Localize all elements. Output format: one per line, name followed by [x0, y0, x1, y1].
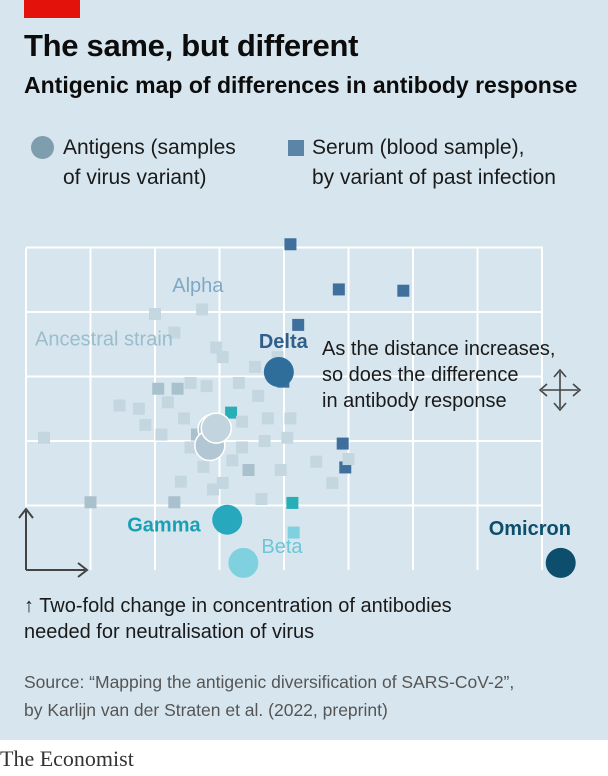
serum-point — [236, 441, 249, 454]
source-line: by Karlijn van der Straten et al. (2022,… — [24, 700, 388, 720]
legend-serum-label-line: by variant of past infection — [312, 166, 556, 189]
serum-point — [342, 453, 355, 466]
serum-point — [216, 351, 229, 364]
serum-point — [255, 493, 268, 506]
serum-point — [236, 415, 249, 428]
antigen-points — [194, 356, 576, 578]
serum-point — [168, 326, 181, 339]
serum-point — [397, 284, 410, 297]
antigen-point — [263, 356, 294, 387]
serum-point — [38, 431, 51, 444]
antigenic-map: Delta Gamma Beta Omicron Ancestral strain Alp… — [18, 238, 582, 578]
four-way-arrow-icon — [538, 368, 582, 412]
serum-point — [161, 396, 174, 409]
serum-point — [196, 303, 209, 316]
serum-point — [139, 418, 152, 431]
serum-point — [258, 435, 271, 447]
serum-point — [210, 341, 223, 354]
scale-note-line: needed for neutralisation of virus — [24, 621, 315, 643]
antigen-point — [200, 412, 233, 444]
antigen-point — [545, 547, 576, 578]
serum-point — [155, 428, 168, 441]
legend-antigen-label-line: Antigens (samples — [63, 136, 236, 159]
variant-label: Beta — [261, 536, 303, 558]
right-arrowhead-icon — [77, 562, 89, 578]
serum-point — [149, 307, 161, 320]
serum-point — [292, 318, 305, 331]
antigen-point — [228, 547, 259, 578]
serum-point — [184, 441, 197, 454]
serum-point — [232, 376, 245, 389]
serum-point — [184, 376, 197, 389]
serum-point — [168, 496, 181, 509]
variant-labels: Delta Gamma Beta Omicron Ancestral strain Alp… — [35, 275, 571, 558]
serum-point — [286, 496, 299, 509]
variant-label: Gamma — [127, 515, 201, 537]
source-note: Source: “Mapping the antigenic diversifi… — [24, 668, 514, 724]
serum-point — [226, 454, 239, 467]
serum-point — [261, 412, 274, 425]
legend-serum-square-icon — [288, 140, 304, 156]
scale-note: ↑ Two-fold change in concentration of an… — [24, 593, 452, 645]
serum-point — [252, 389, 265, 402]
serum-point — [287, 526, 300, 539]
chart-subtitle: Antigenic map of differences in antibody… — [24, 72, 578, 98]
serum-point — [132, 402, 145, 415]
serum-point — [284, 238, 297, 251]
variant-label: Alpha — [172, 275, 224, 297]
legend-serum-label: Serum (blood sample), by variant of past… — [312, 133, 602, 193]
serum-point — [310, 455, 323, 468]
serum-point — [113, 399, 126, 412]
legend-antigen-label-line: of virus variant) — [63, 166, 207, 189]
serum-point — [84, 496, 97, 509]
brand-red-tag — [24, 0, 80, 18]
chart-panel — [0, 0, 608, 740]
variant-label: Omicron — [489, 518, 571, 540]
distance-annotation-line: so does the difference — [322, 364, 519, 386]
distance-annotation-line: in antibody response — [322, 390, 507, 412]
up-arrowhead-icon — [18, 507, 34, 519]
serum-point — [225, 406, 238, 419]
serum-points — [38, 238, 410, 539]
serum-point — [332, 283, 345, 296]
serum-point — [216, 476, 229, 489]
serum-point — [248, 360, 261, 373]
scale-note-line: ↑ Two-fold change in concentration of an… — [24, 595, 452, 617]
legend-antigen-circle-icon — [31, 136, 54, 159]
distance-annotation-line: As the distance increases, — [322, 338, 556, 360]
legend-serum-label-line: Serum (blood sample), — [312, 136, 525, 159]
legend-antigen-label: Antigens (samples of virus variant) — [63, 133, 263, 193]
antigen-point — [212, 504, 243, 535]
serum-point — [284, 412, 297, 425]
serum-point — [336, 437, 349, 450]
serum-point — [274, 464, 287, 477]
source-line: Source: “Mapping the antigenic diversifi… — [24, 672, 515, 692]
serum-point — [174, 475, 187, 488]
serum-point — [207, 483, 220, 496]
serum-point — [326, 476, 339, 489]
chart-title: The same, but different — [24, 28, 359, 63]
serum-point — [152, 382, 165, 395]
axis-arrows — [18, 507, 89, 578]
variant-label: Ancestral strain — [35, 328, 173, 350]
serum-point — [171, 382, 184, 395]
economist-logo: The Economist — [0, 746, 134, 771]
variant-label: Delta — [259, 331, 309, 353]
serum-point — [178, 412, 191, 425]
serum-point — [197, 460, 210, 473]
serum-point — [242, 464, 255, 477]
serum-point — [200, 380, 213, 393]
distance-annotation: As the distance increases, so does the d… — [322, 336, 555, 414]
serum-point — [281, 431, 294, 444]
